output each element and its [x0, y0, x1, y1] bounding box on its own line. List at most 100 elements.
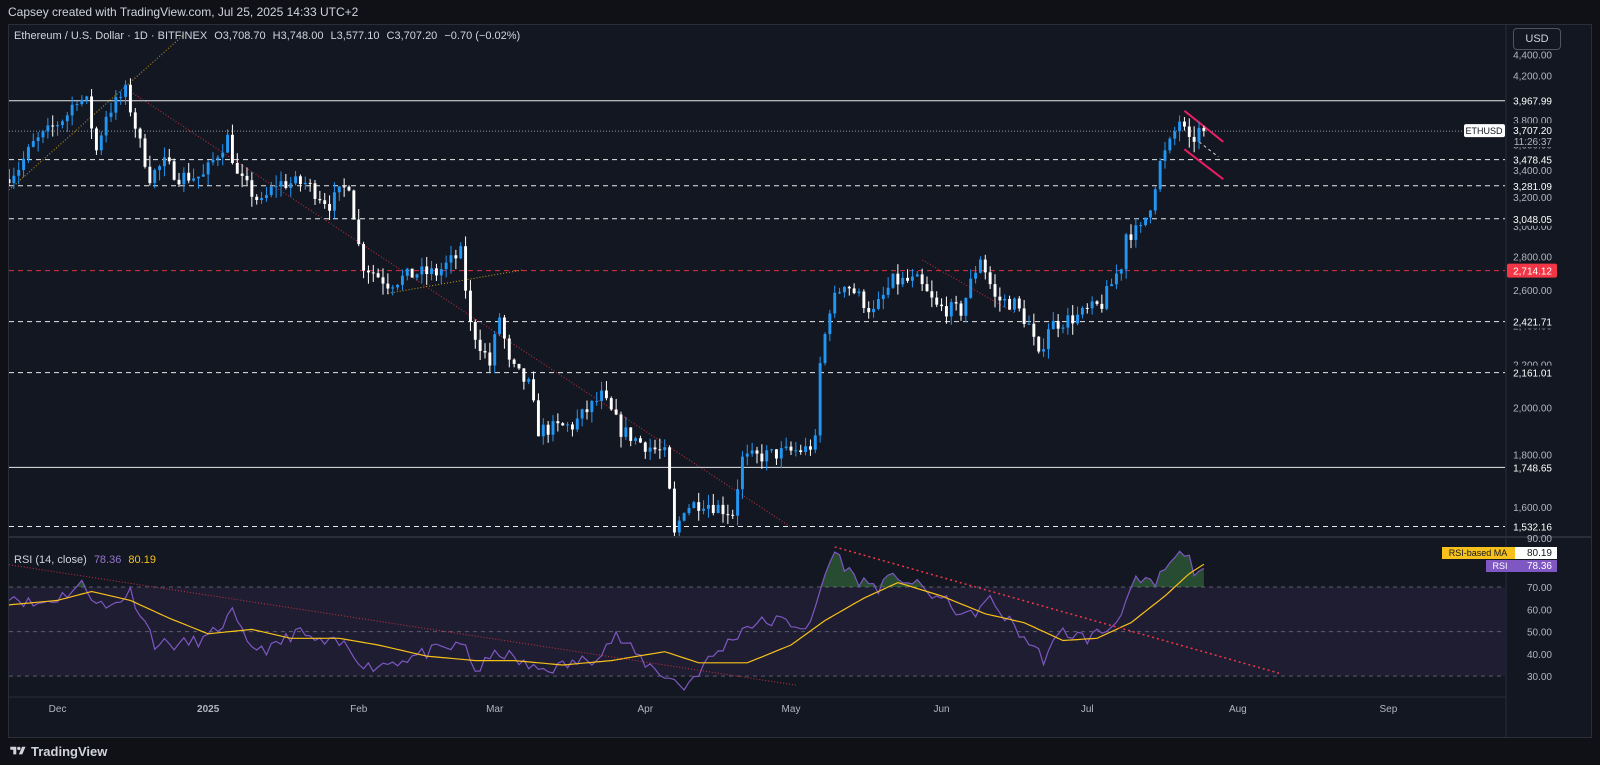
- candle-body: [182, 172, 186, 185]
- candle-body: [483, 350, 487, 353]
- candle-body: [604, 390, 608, 399]
- time-tick-label: Mar: [486, 704, 504, 715]
- candle-body: [988, 272, 992, 285]
- candle-body: [1114, 273, 1118, 285]
- candle-body: [901, 277, 905, 285]
- candle-body: [969, 278, 973, 298]
- level-price-label: 3,281.09: [1513, 182, 1552, 193]
- candle-body: [1168, 138, 1172, 151]
- candle-body: [1095, 301, 1099, 304]
- candle-body: [75, 104, 79, 106]
- candle-body: [352, 190, 356, 220]
- candle-body: [590, 401, 594, 413]
- time-tick-label: 2025: [197, 704, 220, 715]
- candle-body: [658, 449, 662, 451]
- candle-body: [1144, 217, 1148, 226]
- candle-body: [41, 131, 45, 138]
- candle-body: [862, 291, 866, 309]
- time-tick-label: Apr: [638, 704, 654, 715]
- level-price-tag: [1507, 178, 1557, 193]
- candle-body: [167, 157, 171, 162]
- level-price-label: 3,478.45: [1513, 156, 1552, 167]
- candle-body: [1163, 150, 1167, 161]
- level-price-tag: [1507, 460, 1557, 475]
- change-value: −0.70 (−0.02%): [444, 30, 521, 42]
- candle-body: [507, 338, 511, 360]
- last-price-label: 3,707.20: [1513, 126, 1552, 137]
- tradingview-brand: TradingView: [31, 744, 108, 759]
- candle-body: [857, 291, 861, 294]
- candle-body: [99, 135, 103, 151]
- time-tick-label: Dec: [49, 704, 67, 715]
- candle-body: [308, 182, 312, 184]
- candle-body: [1080, 307, 1084, 315]
- time-axis[interactable]: Dec 2025 Feb Mar Apr May Jun Jul Aug Sep: [49, 704, 1398, 715]
- candle-body: [1027, 323, 1031, 325]
- symbol-title[interactable]: Ethereum / U.S. Dollar · 1D · BITFINEX: [14, 30, 208, 42]
- chart-panel[interactable]: [8, 24, 1592, 738]
- price-tick-label: 2,600.00: [1513, 286, 1552, 297]
- candle-body: [376, 273, 380, 278]
- level-price-tag: [1507, 365, 1557, 380]
- price-axis[interactable]: 1,600.001,800.002,000.002,200.002,400.00…: [1442, 31, 1557, 684]
- candle-body: [502, 317, 506, 339]
- candle-body: [876, 299, 880, 309]
- channel-lower-line: [1183, 148, 1224, 180]
- candle-body: [653, 447, 657, 450]
- candle-body: [702, 508, 706, 511]
- candle-body: [12, 175, 16, 184]
- main-pane[interactable]: [8, 34, 1505, 538]
- rsi-tick-label: 60.00: [1527, 605, 1552, 616]
- projection-line: [1198, 141, 1219, 158]
- candle-body: [561, 423, 565, 426]
- candle-body: [784, 446, 788, 449]
- candle-body: [920, 274, 924, 285]
- candle-body: [391, 287, 395, 289]
- candle-body: [838, 292, 842, 294]
- currency-button[interactable]: USD: [1513, 28, 1561, 50]
- candle-body: [648, 447, 652, 452]
- candle-body: [1076, 314, 1080, 324]
- candle-body: [148, 166, 152, 184]
- rsi-value-label: 78.36: [1527, 561, 1552, 572]
- candle-body: [677, 520, 681, 533]
- candle-body: [396, 284, 400, 288]
- candle-body: [779, 448, 783, 459]
- candle-body: [595, 400, 599, 402]
- candle-body: [736, 489, 740, 516]
- tradingview-logo-icon: [10, 746, 26, 755]
- price-tick-label: 4,200.00: [1513, 71, 1552, 82]
- candle-body: [410, 268, 414, 278]
- candle-body: [478, 339, 482, 351]
- candle-body: [1110, 284, 1114, 287]
- candle-body: [842, 286, 846, 293]
- rsi-title[interactable]: RSI (14, close): [14, 554, 87, 566]
- candle-body: [1202, 127, 1206, 132]
- level-price-tag: [1507, 152, 1557, 167]
- candle-body: [143, 138, 147, 167]
- candle-body: [998, 296, 1002, 301]
- candle-body: [1178, 121, 1182, 132]
- level-price-tag: [1507, 314, 1557, 329]
- rsi-value: 78.36: [93, 554, 122, 566]
- candle-body: [192, 178, 196, 181]
- level-price-label: 2,161.01: [1513, 369, 1552, 380]
- candle-body: [823, 334, 827, 364]
- candle-body: [104, 116, 108, 136]
- rsi-tick-label: 90.00: [1527, 534, 1552, 545]
- candle-body: [114, 97, 118, 113]
- candle-body: [1124, 234, 1128, 270]
- tradingview-logo[interactable]: TradingView: [10, 744, 107, 759]
- candle-body: [833, 292, 837, 314]
- candle-body: [1051, 320, 1055, 330]
- rsi-pane[interactable]: [9, 546, 1505, 691]
- candle-body: [915, 274, 919, 277]
- candle-body: [794, 450, 798, 452]
- candle-body: [672, 488, 676, 533]
- candle-body: [600, 390, 604, 401]
- candle-body: [847, 286, 851, 289]
- candle-body: [1046, 329, 1050, 350]
- candle-body: [978, 259, 982, 273]
- candle-body: [493, 334, 497, 366]
